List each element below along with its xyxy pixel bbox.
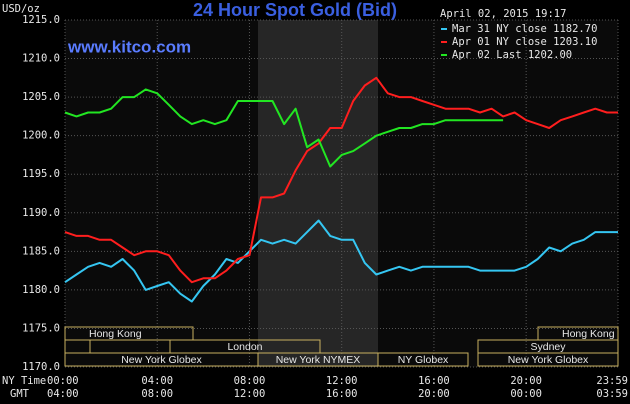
x2-tick-label: 20:00 [418,388,450,400]
series-line [64,76,618,284]
x-tick-label: 08:00 [234,375,266,387]
series-line [64,88,504,168]
session-label: Hong Kong [562,328,615,340]
session-label: New York Globex [121,354,202,366]
chart-title: 24 Hour Spot Gold (Bid) [193,0,397,20]
night-shade [258,20,378,367]
legend-label: Mar 31 NY close 1182.70 [452,23,597,35]
x2-tick-label: 08:00 [141,388,173,400]
x2-tick-label: 12:00 [234,388,266,400]
x-tick-label: 12:00 [326,375,358,387]
session-label: NY Globex [398,354,449,366]
series-line [64,219,618,303]
y-tick-label: 1175.0 [22,322,60,334]
session-box [477,352,619,367]
x-tick-label: 23:59 [596,375,628,387]
session-label: London [227,341,262,353]
y-tick-label: 1170.0 [22,361,60,373]
website: www.kitco.com [67,37,191,56]
x2-tick-label: 16:00 [326,388,358,400]
y-tick-label: 1215.0 [22,14,60,26]
legend-label: Apr 02 Last 1202.00 [452,49,572,61]
y-tick-label: 1195.0 [22,168,60,180]
y-tick-label: 1180.0 [22,284,60,296]
session-label: New York Globex [508,354,589,366]
legend-label: Apr 01 NY close 1203.10 [452,36,597,48]
y-tick-label: 1210.0 [22,53,60,65]
session-label: New York NYMEX [276,354,361,366]
timestamp: April 02, 2015 19:17 [440,8,566,20]
x-tick-label: 04:00 [141,375,173,387]
plot: 1170.0 1175.0 1180.0 1185.0 1190.0 1195.0 1200… [22,14,628,400]
y-tick-label: 1185.0 [22,245,60,257]
x-tick-label: 20:00 [510,375,542,387]
y-tick-label: 1190.0 [22,207,60,219]
x-axis-label: NY Time [2,375,46,387]
session-box [64,326,194,341]
x2-tick-label: 00:00 [510,388,542,400]
y-axis-label: USD/oz [2,3,40,15]
x2-axis-label: GMT [10,388,30,400]
session-label: Hong Kong [89,328,142,340]
session-label: Sydney [530,341,566,353]
y-tick-label: 1200.0 [22,130,60,142]
x-tick-label: 16:00 [418,375,450,387]
x-tick-label: 00:00 [47,375,79,387]
y-tick-label: 1205.0 [22,91,60,103]
x2-tick-label: 03:59 [596,388,628,400]
x2-tick-label: 04:00 [47,388,79,400]
session-box [377,352,469,367]
